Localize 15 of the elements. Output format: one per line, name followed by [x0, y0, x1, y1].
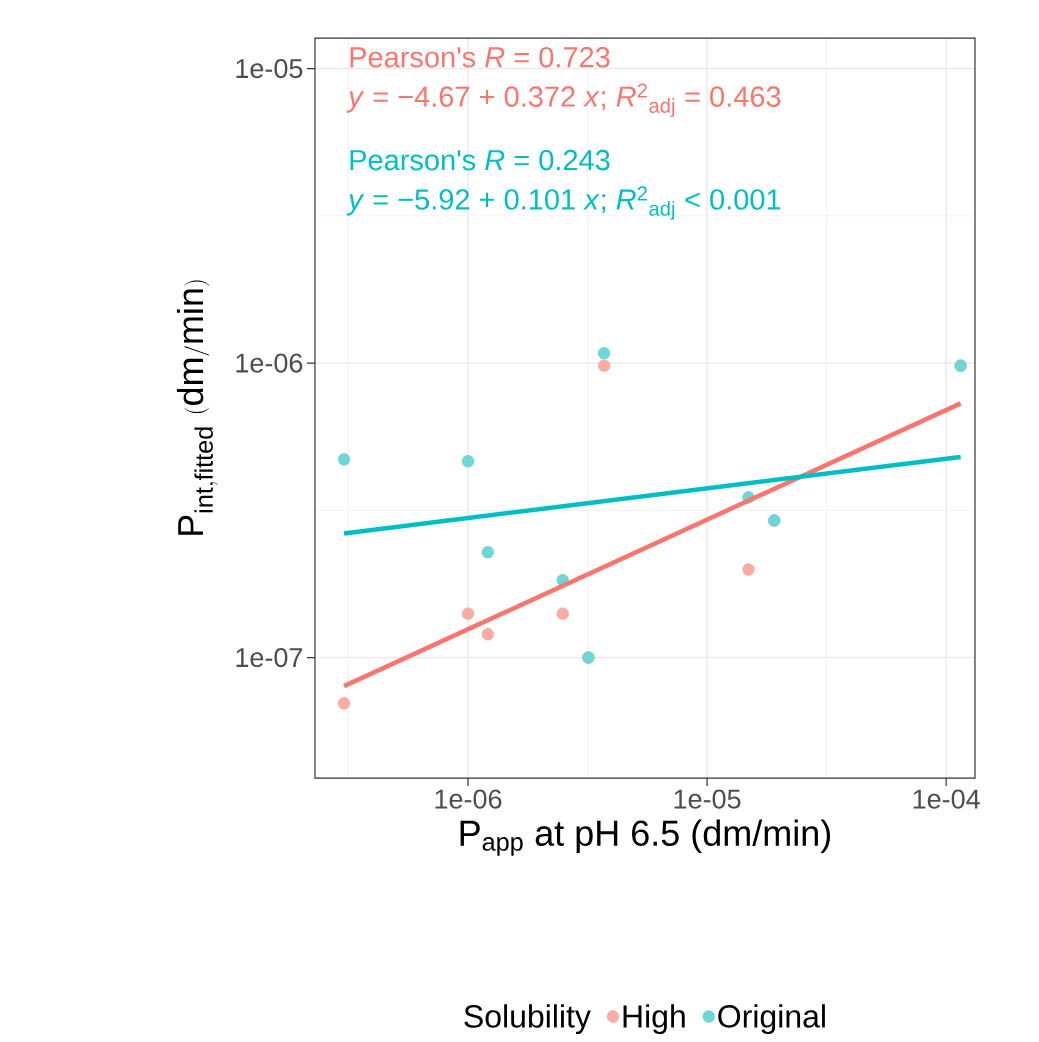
- annotation: y = −5.92 + 0.101 x; R$^{2}$$_{adj}$ < 0.001: [346, 186, 781, 220]
- legend-title: Solubility: [464, 1004, 591, 1035]
- y-tick-label: 1e-07: [236, 648, 303, 668]
- y-axis-title: $\mathrm{P_{int,fitted}\ (dm/min)}$: [176, 280, 218, 535]
- annotation: y = −4.67 + 0.372 x; R$^{2}$$_{adj}$ = 0.463: [346, 83, 781, 117]
- legend-label: Original: [718, 1004, 825, 1035]
- x-tick-label: 1e-05: [674, 789, 741, 809]
- y-tick-label: 1e-05: [236, 59, 303, 79]
- x-tick-label: 1e-06: [435, 789, 502, 809]
- x-axis-title: P$_{app}$ at pH 6.5 (dm/min): [460, 819, 831, 856]
- y-tick-label: 1e-06: [236, 353, 303, 373]
- annotation: Pearson's R = 0.243: [350, 149, 610, 171]
- x-tick-label: 1e-04: [913, 789, 980, 809]
- legend-label: High: [623, 1004, 685, 1035]
- annotation: Pearson's R = 0.723: [350, 47, 610, 68]
